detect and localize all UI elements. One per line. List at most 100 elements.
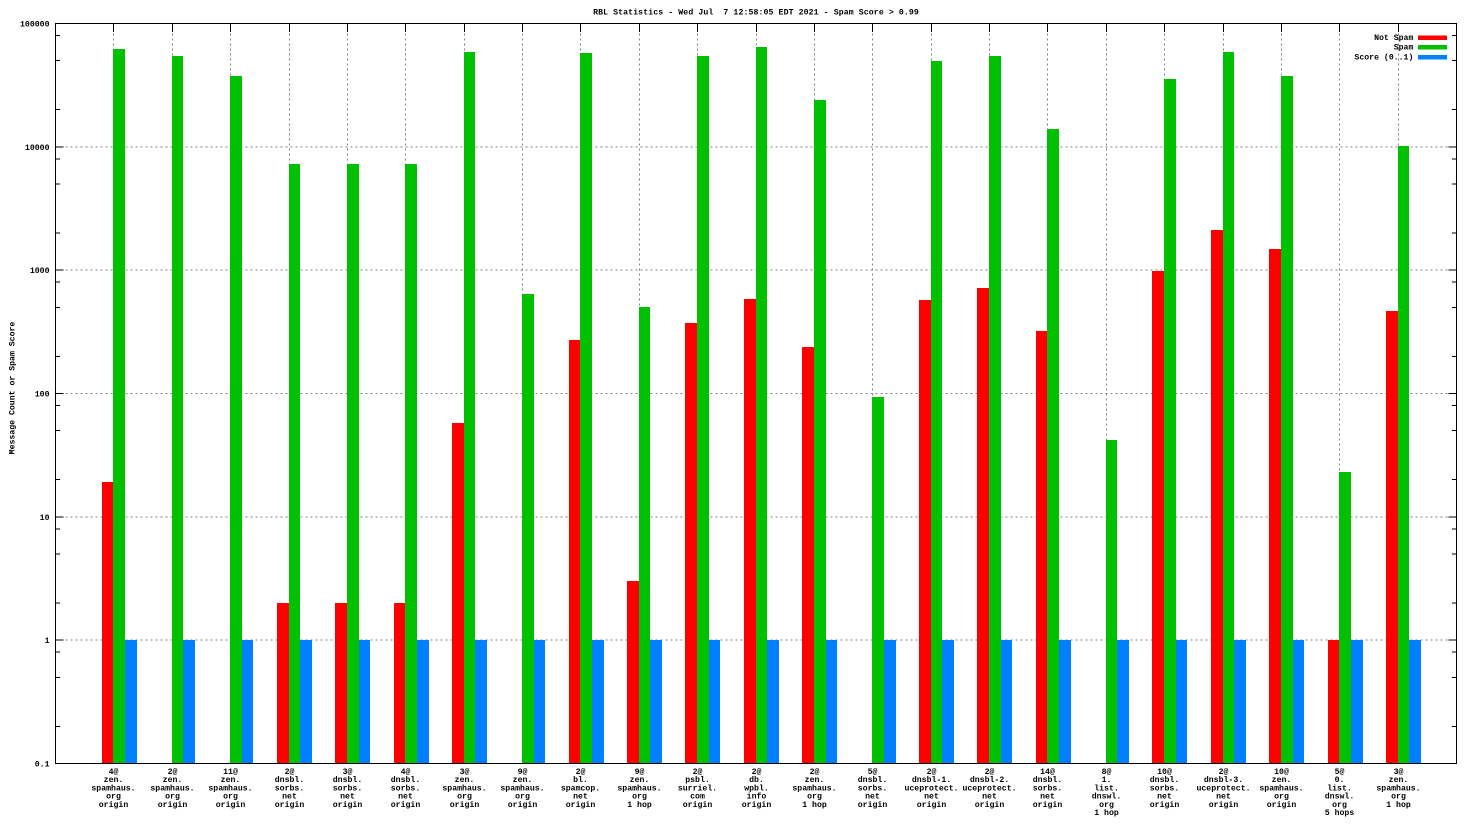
svg-text:sorbs.: sorbs. [333,783,362,793]
svg-text:origin: origin [1150,800,1180,810]
svg-text:dnsbl.: dnsbl. [391,775,420,785]
svg-text:zen.: zen. [104,776,124,785]
svg-text:org: org [457,793,472,802]
svg-text:origin: origin [683,800,713,810]
svg-text:origin: origin [1209,800,1239,810]
svg-text:origin: origin [566,800,596,810]
svg-text:surriel.: surriel. [678,783,717,793]
svg-text:dnsbl-3.: dnsbl-3. [1204,775,1243,785]
svg-text:dnsbl.: dnsbl. [333,775,362,785]
svg-text:dnsbl.: dnsbl. [858,775,887,785]
svg-text:spamhaus.: spamhaus. [1259,783,1303,793]
svg-text:1 hop: 1 hop [1094,808,1119,818]
svg-text:info: info [747,792,767,802]
svg-text:net: net [982,793,997,802]
svg-text:5@: 5@ [868,767,878,777]
svg-text:100000: 100000 [20,21,50,30]
svg-text:2@: 2@ [752,767,762,777]
svg-text:1000: 1000 [30,267,50,276]
svg-text:net: net [282,793,297,802]
svg-text:org: org [807,793,822,802]
svg-text:org: org [1099,801,1114,810]
svg-text:spamhaus.: spamhaus. [208,783,252,793]
svg-text:net: net [1216,793,1231,802]
svg-text:com: com [690,793,705,802]
svg-text:net: net [924,793,939,802]
svg-text:1 hop: 1 hop [802,800,827,810]
svg-text:wpbl.: wpbl. [744,783,769,793]
svg-text:1.: 1. [1102,776,1112,785]
svg-text:zen.: zen. [455,776,475,785]
svg-text:4@: 4@ [109,767,119,777]
svg-text:origin: origin [158,800,188,810]
svg-text:1 hop: 1 hop [627,800,652,810]
svg-text:10@: 10@ [1274,767,1289,777]
svg-text:net: net [573,793,588,802]
svg-text:origin: origin [975,800,1005,810]
svg-text:net: net [1157,793,1172,802]
svg-text:2@: 2@ [985,767,995,777]
svg-text:origin: origin [99,800,129,810]
svg-text:origin: origin [1033,800,1063,810]
svg-text:uceprotect.: uceprotect. [962,784,1016,793]
svg-text:uceprotect.: uceprotect. [1196,784,1250,793]
svg-text:2@: 2@ [285,767,295,777]
svg-text:origin: origin [742,800,772,810]
svg-text:bl.: bl. [573,775,588,785]
svg-text:zen.: zen. [630,776,650,785]
svg-text:sorbs.: sorbs. [391,783,420,793]
svg-text:dnswl.: dnswl. [1092,792,1121,802]
svg-text:Spam: Spam [1394,44,1414,53]
svg-text:dnswl.: dnswl. [1325,792,1354,802]
svg-text:db.: db. [749,775,764,785]
svg-text:list.: list. [1094,783,1119,793]
svg-text:4@: 4@ [401,767,411,777]
svg-text:origin: origin [333,800,363,810]
svg-text:1 hop: 1 hop [1386,800,1411,810]
svg-text:10@: 10@ [1157,767,1172,777]
svg-text:zen.: zen. [1389,776,1409,785]
svg-text:9@: 9@ [518,767,528,777]
svg-text:8@: 8@ [1102,767,1112,777]
svg-text:dnsbl-2.: dnsbl-2. [970,775,1009,785]
svg-text:0.1: 0.1 [35,761,50,770]
svg-text:10: 10 [40,514,50,523]
svg-text:origin: origin [450,800,480,810]
svg-text:sorbs.: sorbs. [1150,783,1179,793]
svg-text:spamhaus.: spamhaus. [792,783,836,793]
svg-text:3@: 3@ [1394,767,1404,777]
svg-text:net: net [865,793,880,802]
svg-text:origin: origin [275,800,305,810]
svg-text:origin: origin [391,800,421,810]
svg-text:sorbs.: sorbs. [858,783,887,793]
svg-text:2@: 2@ [1219,767,1229,777]
svg-text:org: org [165,793,180,802]
svg-text:org: org [515,793,530,802]
svg-text:zen.: zen. [221,776,241,785]
svg-text:psbl.: psbl. [685,775,710,785]
svg-text:origin: origin [1267,800,1297,810]
svg-text:zen.: zen. [1272,776,1292,785]
svg-text:zen.: zen. [163,776,183,785]
svg-text:RBL Statistics - Wed Jul 7 12: RBL Statistics - Wed Jul 7 12:58:05 EDT … [593,8,919,18]
svg-text:spamhaus.: spamhaus. [91,783,135,793]
svg-text:origin: origin [216,800,246,810]
svg-text:list.: list. [1327,783,1352,793]
svg-text:spamhaus.: spamhaus. [150,783,194,793]
svg-text:2@: 2@ [168,767,178,777]
svg-text:2@: 2@ [693,767,703,777]
svg-text:Message Count or Spam Score: Message Count or Spam Score [9,322,18,455]
svg-text:10000: 10000 [25,144,50,153]
svg-text:2@: 2@ [576,767,586,777]
svg-text:2@: 2@ [927,767,937,777]
svg-text:dnsbl.: dnsbl. [1150,775,1179,785]
svg-text:dnsbl-1.: dnsbl-1. [912,775,951,785]
svg-text:spamhaus.: spamhaus. [442,783,486,793]
svg-text:org: org [1332,801,1347,810]
svg-text:dnsbl.: dnsbl. [1033,775,1062,785]
svg-text:3@: 3@ [460,767,470,777]
svg-text:5@: 5@ [1335,767,1345,777]
svg-text:11@: 11@ [223,767,238,777]
svg-text:zen.: zen. [513,776,533,785]
svg-text:spamhaus.: spamhaus. [1376,783,1420,793]
